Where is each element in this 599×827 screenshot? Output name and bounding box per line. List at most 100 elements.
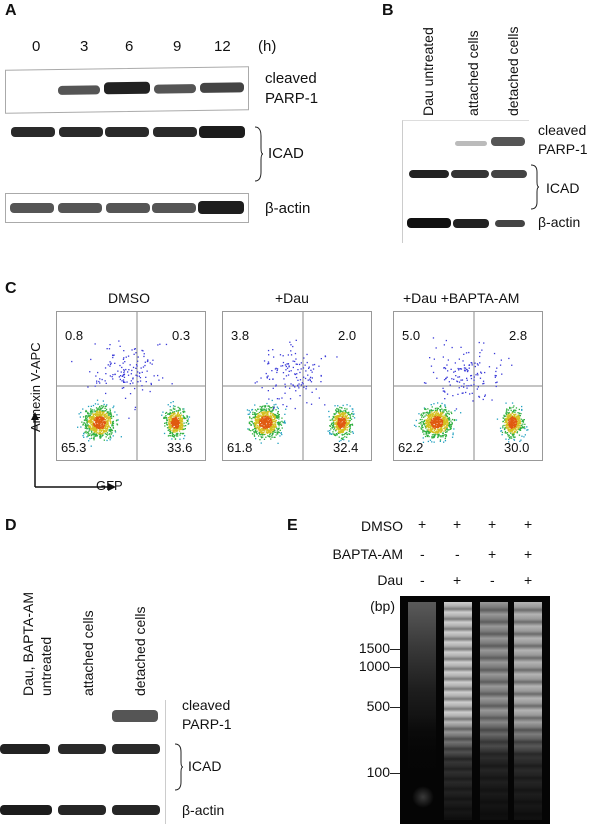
- flow-dot: [352, 408, 354, 410]
- flow-dot: [502, 417, 504, 419]
- flow-dot: [266, 412, 268, 415]
- flow-dot: [266, 376, 268, 378]
- flow-dot: [306, 402, 308, 404]
- flow-dot: [338, 412, 340, 414]
- flow-dot: [180, 428, 182, 430]
- flow-dot: [448, 381, 450, 383]
- flow-dot: [171, 438, 173, 440]
- flow-dot: [275, 434, 277, 436]
- flow-dot: [259, 423, 261, 425]
- flow-dot: [430, 422, 432, 424]
- flow-dot: [104, 414, 107, 416]
- flow-dot: [297, 379, 299, 381]
- flow-dot: [501, 373, 503, 375]
- flow-dot: [435, 428, 437, 430]
- flow-dot: [273, 429, 275, 431]
- flow-dot: [439, 423, 441, 425]
- flow-dot: [508, 436, 510, 438]
- flow-dot: [268, 410, 270, 413]
- flow-dot: [482, 398, 484, 401]
- flow-dot: [333, 427, 336, 429]
- flow-dot: [251, 420, 253, 423]
- flow-dot: [434, 418, 437, 420]
- flow-dot: [268, 430, 270, 432]
- flow-dot: [85, 409, 87, 412]
- flow-dot: [348, 426, 350, 428]
- flow-dot: [93, 432, 95, 434]
- tick: [390, 667, 400, 668]
- flow-dot: [181, 432, 183, 435]
- flow-dot: [518, 408, 520, 411]
- flow-dot: [470, 384, 472, 386]
- flow-dot: [268, 429, 270, 431]
- tick: [390, 649, 400, 650]
- flow-dot: [279, 429, 281, 431]
- flow-dot: [87, 411, 89, 414]
- flow-dot: [108, 348, 111, 350]
- flow-dot: [263, 360, 266, 362]
- flow-dot: [260, 410, 262, 412]
- flow-dot: [263, 408, 265, 410]
- flow-dot: [514, 419, 516, 421]
- flow-dot: [330, 423, 332, 426]
- flow-dot: [106, 423, 108, 425]
- flow-dot: [341, 412, 343, 414]
- flow-dot: [435, 413, 437, 415]
- flow-dot: [273, 415, 275, 417]
- flow-dot: [101, 421, 103, 423]
- flow-dot: [256, 417, 259, 419]
- flow-dot: [428, 414, 430, 416]
- flow-dot: [429, 413, 432, 415]
- flow-dot: [504, 428, 506, 430]
- flow-dot: [516, 415, 518, 417]
- flow-dot: [99, 427, 101, 429]
- flow-dot: [431, 424, 433, 426]
- flow-dot: [445, 434, 447, 437]
- flow-dot: [338, 409, 340, 412]
- flow-dot: [100, 426, 103, 428]
- flow-dot: [331, 418, 334, 420]
- flow-dot: [177, 435, 179, 437]
- flow-dot: [346, 404, 348, 406]
- flow-dot: [433, 441, 435, 443]
- flow-dot: [466, 370, 469, 373]
- flow-dot: [420, 427, 422, 429]
- flow-dot: [173, 416, 175, 418]
- flow-dot: [447, 429, 449, 431]
- flow-dot: [99, 410, 101, 412]
- flow-dot: [258, 429, 261, 431]
- flow-dot: [168, 427, 170, 429]
- flow-dot: [473, 383, 475, 386]
- flow-dot: [296, 373, 298, 375]
- flow-dot: [135, 352, 137, 354]
- flow-dot: [134, 408, 136, 411]
- flow-dot: [433, 429, 435, 432]
- flow-dot: [89, 414, 91, 417]
- flow-dot: [441, 402, 443, 405]
- flow-dot: [263, 421, 266, 423]
- flow-dot: [274, 417, 276, 419]
- flow-dot: [343, 422, 346, 424]
- flow-dot: [253, 413, 255, 415]
- flow-dot: [94, 430, 96, 432]
- label-d-icad: ICAD: [188, 758, 222, 774]
- flow-dot: [256, 421, 258, 423]
- flow-dot: [94, 413, 96, 415]
- flow-dot: [251, 408, 254, 411]
- flow-dot: [180, 412, 182, 414]
- flow-dot: [434, 413, 437, 416]
- flow-dot: [348, 430, 350, 433]
- bracket-a-icad: [254, 126, 264, 182]
- flow-dot: [351, 431, 354, 433]
- flow-dot: [259, 405, 261, 408]
- flow-dot: [95, 418, 97, 420]
- flow-dot: [446, 426, 448, 429]
- flow-dot: [526, 429, 528, 431]
- flow-dot: [266, 422, 268, 424]
- flow-dot: [105, 431, 107, 433]
- flow-dot: [478, 396, 481, 398]
- flow-dot: [253, 435, 256, 437]
- flow-dot: [99, 416, 101, 418]
- flow-dot: [466, 368, 468, 371]
- flow-dot: [434, 431, 437, 433]
